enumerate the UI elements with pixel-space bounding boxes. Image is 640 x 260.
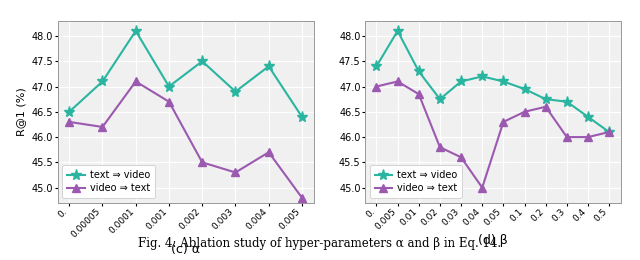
text ⇒ video bbox=[436, 98, 444, 101]
video ⇒ text bbox=[457, 156, 465, 159]
text ⇒ video bbox=[372, 65, 380, 68]
video ⇒ text bbox=[372, 85, 380, 88]
video ⇒ text bbox=[232, 171, 239, 174]
text ⇒ video bbox=[265, 65, 273, 68]
Line: video ⇒ text: video ⇒ text bbox=[372, 78, 613, 191]
text ⇒ video bbox=[232, 90, 239, 93]
video ⇒ text bbox=[436, 146, 444, 149]
text ⇒ video bbox=[99, 80, 106, 83]
video ⇒ text bbox=[65, 120, 73, 124]
video ⇒ text bbox=[394, 80, 401, 83]
video ⇒ text bbox=[542, 105, 550, 108]
video ⇒ text bbox=[298, 196, 306, 199]
text ⇒ video bbox=[457, 80, 465, 83]
text ⇒ video bbox=[394, 29, 401, 32]
Line: video ⇒ text: video ⇒ text bbox=[65, 78, 306, 202]
text ⇒ video bbox=[584, 115, 592, 118]
text ⇒ video bbox=[521, 88, 529, 91]
video ⇒ text bbox=[521, 110, 529, 113]
video ⇒ text bbox=[132, 80, 140, 83]
video ⇒ text bbox=[584, 135, 592, 139]
Y-axis label: R@1 (%): R@1 (%) bbox=[16, 87, 26, 136]
X-axis label: (c) α: (c) α bbox=[171, 243, 200, 256]
text ⇒ video bbox=[132, 29, 140, 32]
video ⇒ text bbox=[563, 135, 571, 139]
video ⇒ text bbox=[500, 120, 508, 124]
video ⇒ text bbox=[415, 93, 422, 96]
text ⇒ video bbox=[500, 80, 508, 83]
Legend: text ⇒ video, video ⇒ text: text ⇒ video, video ⇒ text bbox=[63, 165, 155, 198]
Text: Fig. 4: Ablation study of hyper-parameters α and β in Eq. 14.: Fig. 4: Ablation study of hyper-paramete… bbox=[138, 237, 502, 250]
text ⇒ video bbox=[563, 100, 571, 103]
text ⇒ video bbox=[165, 85, 173, 88]
text ⇒ video bbox=[542, 98, 550, 101]
video ⇒ text bbox=[165, 100, 173, 103]
text ⇒ video bbox=[298, 115, 306, 118]
text ⇒ video bbox=[198, 60, 206, 63]
text ⇒ video bbox=[65, 110, 73, 113]
X-axis label: (d) β: (d) β bbox=[478, 235, 508, 248]
Legend: text ⇒ video, video ⇒ text: text ⇒ video, video ⇒ text bbox=[370, 165, 462, 198]
text ⇒ video bbox=[478, 75, 486, 78]
text ⇒ video bbox=[605, 131, 613, 134]
video ⇒ text bbox=[265, 151, 273, 154]
Line: text ⇒ video: text ⇒ video bbox=[371, 25, 614, 138]
text ⇒ video bbox=[415, 70, 422, 73]
video ⇒ text bbox=[478, 186, 486, 189]
video ⇒ text bbox=[198, 161, 206, 164]
video ⇒ text bbox=[605, 131, 613, 134]
Line: text ⇒ video: text ⇒ video bbox=[64, 25, 307, 122]
video ⇒ text bbox=[99, 125, 106, 128]
